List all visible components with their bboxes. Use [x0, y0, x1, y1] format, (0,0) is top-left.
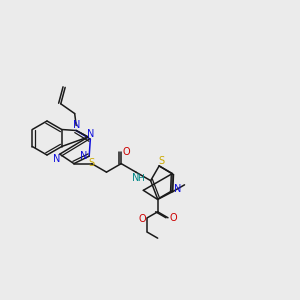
Text: N: N	[74, 121, 81, 130]
Text: H: H	[137, 174, 144, 183]
Text: N: N	[80, 151, 88, 161]
Text: N: N	[174, 184, 182, 194]
Text: O: O	[139, 214, 146, 224]
Text: S: S	[89, 158, 95, 168]
Text: O: O	[169, 213, 177, 223]
Text: N: N	[132, 173, 140, 183]
Text: N: N	[87, 129, 94, 139]
Text: O: O	[122, 147, 130, 157]
Text: N: N	[53, 154, 61, 164]
Text: S: S	[158, 156, 164, 166]
